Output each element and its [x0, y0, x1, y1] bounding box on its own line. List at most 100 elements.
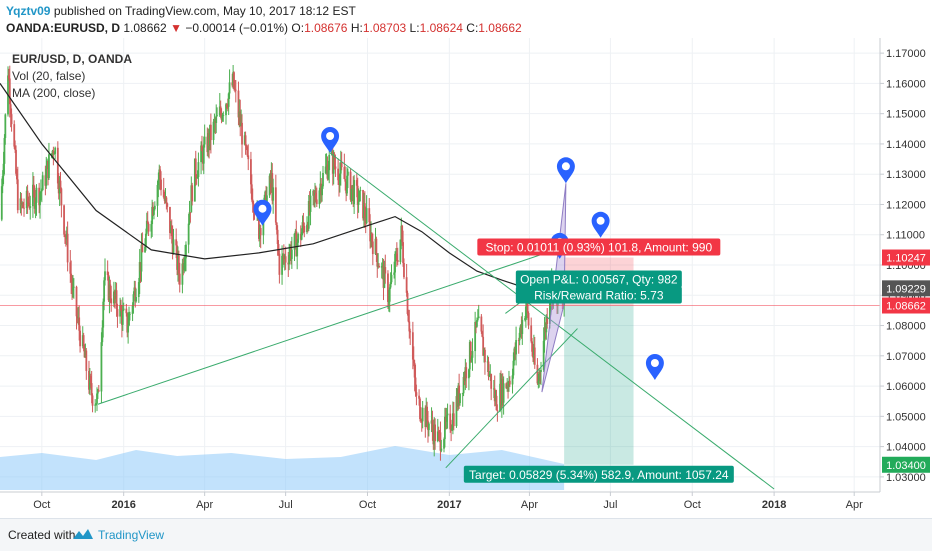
- candle: [527, 311, 530, 330]
- rr-label-bg: [515, 286, 682, 304]
- candle-body: [115, 290, 118, 310]
- candle-body: [506, 384, 509, 389]
- candle: [290, 236, 293, 269]
- candle-body: [75, 286, 78, 317]
- candle: [437, 426, 440, 441]
- candle-body: [241, 122, 243, 145]
- candle-body: [72, 287, 74, 291]
- map-pin-icon[interactable]: [556, 157, 575, 184]
- candle-body: [2, 163, 5, 177]
- candle-body: [365, 208, 368, 224]
- candle: [272, 178, 275, 214]
- candle: [328, 148, 331, 184]
- candle: [530, 317, 533, 344]
- candle-body: [76, 316, 79, 318]
- pin-hole: [561, 162, 570, 171]
- candle: [538, 368, 541, 388]
- candle: [194, 150, 197, 186]
- candle-body: [9, 104, 12, 115]
- candle-body: [274, 187, 277, 223]
- y-tick-label: 1.13000: [886, 169, 926, 181]
- map-pin-icon[interactable]: [253, 199, 272, 226]
- candle: [383, 260, 386, 289]
- candle-body: [40, 190, 43, 192]
- candle-body: [363, 203, 366, 218]
- candle: [79, 325, 81, 353]
- candle-body: [436, 431, 439, 442]
- candle-body: [449, 413, 452, 430]
- price-chart[interactable]: Stop: 0.01011 (0.93%) 101.8, Amount: 990…: [0, 38, 932, 518]
- x-tick-label: Oct: [684, 499, 701, 511]
- candle-body: [225, 104, 228, 107]
- author-link[interactable]: Yqztv09: [6, 4, 51, 18]
- candle: [468, 368, 470, 391]
- candle-body: [239, 111, 242, 127]
- candle-body: [359, 190, 362, 192]
- y-tick-label: 1.16000: [886, 78, 926, 90]
- candle-body: [7, 75, 10, 79]
- candle-body: [16, 179, 19, 211]
- candle: [259, 224, 262, 249]
- candle: [465, 362, 468, 389]
- candle: [91, 393, 94, 413]
- candle: [278, 249, 281, 284]
- candle: [141, 232, 144, 253]
- candle-body: [469, 341, 472, 361]
- map-pin-icon[interactable]: [591, 211, 610, 238]
- candle: [395, 242, 398, 267]
- candle-body: [244, 135, 247, 146]
- candle-body: [517, 340, 520, 341]
- open-value: 1.08676: [304, 21, 348, 35]
- x-tick-label: Jul: [603, 499, 617, 511]
- candle-body: [56, 147, 59, 184]
- candle-body: [440, 448, 443, 451]
- candle: [277, 240, 280, 256]
- candle-body: [353, 180, 356, 205]
- candle-body: [268, 175, 271, 196]
- candle-body: [127, 325, 130, 333]
- symbol-label: OANDA:EURUSD, D: [6, 21, 120, 35]
- candle-body: [344, 178, 347, 182]
- footer-bar: Created with TradingView: [0, 518, 932, 551]
- created-with-label: Created with: [8, 528, 76, 542]
- candle-body: [8, 78, 11, 105]
- candle-body: [91, 395, 94, 406]
- candle: [358, 190, 361, 202]
- candle-body: [63, 205, 65, 235]
- candle-body: [376, 253, 379, 267]
- y-tick-label: 1.07000: [886, 351, 926, 363]
- candle-body: [462, 376, 465, 394]
- tradingview-link[interactable]: TradingView: [98, 528, 165, 542]
- stop-label-bg: [477, 238, 721, 256]
- candle-body: [103, 280, 106, 302]
- legend-item: EUR/USD, D, OANDA: [12, 52, 132, 66]
- candle-body: [513, 348, 516, 361]
- candle: [189, 212, 192, 223]
- y-tick-label: 1.04000: [886, 442, 926, 454]
- candle: [543, 316, 546, 353]
- candle-body: [349, 171, 352, 200]
- tradingview-logo-icon[interactable]: [72, 527, 94, 543]
- candle-body: [97, 390, 100, 392]
- candle-body: [324, 166, 327, 173]
- target-label-text: Target: 0.05829 (5.34%) 582.9, Amount: 1…: [469, 468, 729, 482]
- candle-body: [388, 287, 391, 302]
- candle-body: [524, 306, 527, 319]
- trendline: [329, 152, 775, 490]
- x-tick-label: Apr: [846, 499, 863, 511]
- map-pin-icon[interactable]: [645, 354, 664, 380]
- candle: [76, 307, 79, 324]
- candle-body: [181, 263, 184, 285]
- candle-body: [22, 203, 25, 208]
- volume-area: [0, 446, 565, 490]
- candle-body: [421, 407, 424, 422]
- x-tick-label: 2018: [762, 499, 786, 511]
- candle-body: [346, 175, 348, 194]
- x-tick-label: Oct: [33, 499, 50, 511]
- map-pin-icon[interactable]: [321, 127, 340, 153]
- candle: [63, 204, 65, 238]
- candle: [339, 150, 342, 186]
- candle-body: [122, 308, 125, 310]
- candle: [201, 135, 203, 152]
- candle-body: [153, 209, 155, 215]
